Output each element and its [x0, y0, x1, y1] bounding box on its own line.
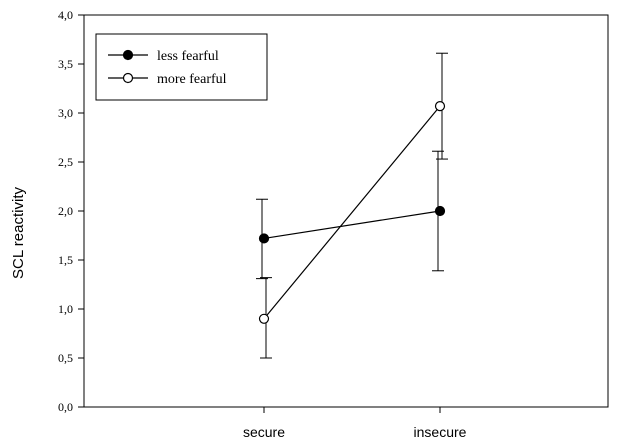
y-tick-label: 1,0	[58, 302, 73, 316]
data-point	[258, 313, 270, 324]
data-point	[434, 101, 446, 112]
y-tick-label: 4,0	[58, 8, 73, 22]
legend-label: less fearful	[157, 49, 219, 64]
series-layer	[256, 52, 448, 359]
y-tick-label: 2,5	[58, 155, 73, 169]
y-tick-label: 0,0	[58, 400, 73, 414]
legend-label: more fearful	[157, 72, 227, 87]
y-tick-label: 3,0	[58, 106, 73, 120]
x-axis: secure insecure	[243, 407, 467, 440]
data-point	[258, 233, 270, 244]
y-axis-title: SCL reactivity	[10, 187, 27, 279]
series-more-fearful	[258, 52, 448, 359]
series-less-fearful	[256, 150, 446, 280]
legend-item: less fearful	[108, 49, 219, 64]
legend-box	[95, 33, 268, 101]
x-tick-label: secure	[243, 424, 285, 440]
y-tick-label: 1,5	[58, 253, 73, 267]
y-tick-label: 2,0	[58, 204, 73, 218]
legend-item: more fearful	[108, 72, 227, 87]
y-axis: 0,0 0,5 1,0 1,5 2,0 2,5 3,0 3,5 4,0	[58, 8, 84, 414]
data-point	[434, 205, 446, 217]
legend-marker	[122, 72, 134, 84]
legend: less fearful more fearful	[95, 33, 268, 101]
y-tick-label: 3,5	[58, 57, 73, 71]
y-tick-label: 0,5	[58, 351, 73, 365]
legend-marker	[122, 49, 134, 61]
x-tick-label: insecure	[414, 424, 467, 440]
series-line	[263, 105, 441, 320]
series-line	[263, 210, 441, 240]
